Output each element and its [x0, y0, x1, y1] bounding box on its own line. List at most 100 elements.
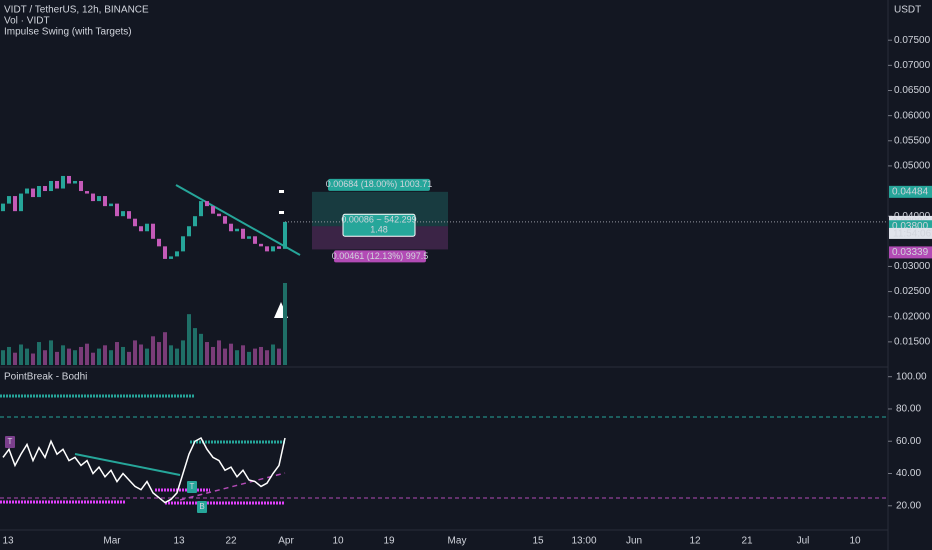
time-tick-label: Jul — [797, 536, 810, 547]
candle — [253, 236, 257, 244]
candle — [49, 180, 53, 192]
volume-bar — [271, 344, 275, 365]
marker-box — [5, 436, 15, 448]
candle — [145, 223, 149, 232]
volume-bar — [199, 333, 203, 365]
candle — [127, 211, 131, 219]
candle — [265, 246, 269, 252]
volume-bar — [229, 343, 233, 365]
time-tick-label: Apr — [278, 536, 294, 547]
time-tick-label: 15 — [532, 536, 544, 547]
candle — [91, 193, 95, 202]
candle — [223, 216, 227, 224]
candle — [283, 221, 287, 249]
volume-bar — [145, 348, 149, 365]
candle — [19, 193, 23, 212]
candle — [133, 218, 137, 227]
time-tick-label: Mar — [103, 536, 121, 547]
volume-bar — [223, 348, 227, 365]
volume-bar — [193, 328, 197, 365]
price-tag — [889, 246, 932, 259]
candle — [73, 180, 77, 184]
candle — [109, 203, 113, 207]
oscillator-line — [2, 436, 286, 504]
candle — [181, 236, 185, 252]
volume-bar — [163, 332, 167, 365]
price-tick-label: 0.03000 — [894, 261, 931, 272]
volume-bar — [157, 342, 161, 365]
candle — [211, 206, 215, 214]
candle — [25, 188, 29, 194]
volume-bar — [109, 350, 113, 365]
candle — [241, 228, 245, 239]
price-tick-label: 0.02000 — [894, 311, 931, 322]
candle — [169, 256, 173, 259]
volume-bar — [121, 346, 125, 365]
volume-bar — [241, 345, 245, 365]
volume-bar — [91, 352, 95, 365]
volume-bar — [205, 342, 209, 365]
candle — [7, 196, 11, 204]
price-tick-label: 0.06000 — [894, 110, 931, 121]
volume-bar — [133, 340, 137, 365]
candle — [259, 243, 263, 247]
stop-label: 0.00461 (12.13%) 997.5 — [332, 251, 429, 261]
volume-bar — [31, 353, 35, 365]
volume-bar — [49, 340, 53, 365]
candle — [79, 180, 83, 192]
candle — [121, 211, 125, 217]
marker — [279, 190, 284, 193]
marker-label: T — [190, 482, 195, 491]
candle — [31, 188, 35, 198]
volume-bar — [247, 351, 251, 365]
osc-trend-line — [74, 453, 181, 476]
marker-box — [197, 501, 207, 513]
price-tag-label: 0.03800 — [892, 221, 929, 232]
price-tick-label: 0.05500 — [894, 135, 931, 146]
volume-bar — [13, 352, 17, 365]
volume-bar — [151, 336, 155, 365]
candle — [151, 223, 155, 239]
osc-tick-label: 20.00 — [896, 500, 921, 511]
osc-tick-label: 100.00 — [896, 371, 927, 382]
volume-bar — [7, 346, 11, 365]
price-tick-label: 0.07000 — [894, 60, 931, 71]
candle — [103, 196, 107, 207]
volume-bar — [37, 342, 41, 365]
volume-bar — [25, 348, 29, 365]
volume-bar — [103, 345, 107, 365]
candle — [271, 246, 275, 252]
price-tick-label: 0.07500 — [894, 35, 931, 46]
candle — [229, 223, 233, 232]
candle — [199, 201, 203, 217]
candle — [37, 186, 41, 198]
candle — [175, 251, 179, 257]
candle — [43, 186, 47, 192]
volume-label: Vol · VIDT — [4, 16, 50, 27]
candle — [85, 191, 89, 194]
candle — [187, 226, 191, 237]
time-tick-label: 21 — [741, 536, 753, 547]
volume-bar — [277, 348, 281, 365]
candle — [139, 226, 143, 232]
countdown: 11:54:06 — [893, 229, 932, 240]
time-tick-label: 12 — [689, 536, 701, 547]
time-tick-label: 22 — [225, 536, 237, 547]
candle — [1, 203, 5, 212]
volume-bar — [181, 340, 185, 365]
volume-bar — [67, 348, 71, 365]
volume-bar — [97, 348, 101, 365]
ratio-label: 1.48 — [370, 225, 388, 235]
price-tick-label: 0.02500 — [894, 286, 931, 297]
candle — [13, 196, 17, 212]
time-tick-label: 10 — [849, 536, 861, 547]
time-tick-label: Jun — [626, 536, 642, 547]
time-tick-label: 10 — [332, 536, 344, 547]
label-bg — [342, 213, 416, 237]
candle — [247, 236, 251, 239]
osc-tick-label: 60.00 — [896, 436, 921, 447]
osc-support-line — [179, 472, 286, 501]
marker-label: T — [8, 437, 13, 446]
time-tick-label: 13 — [173, 536, 185, 547]
